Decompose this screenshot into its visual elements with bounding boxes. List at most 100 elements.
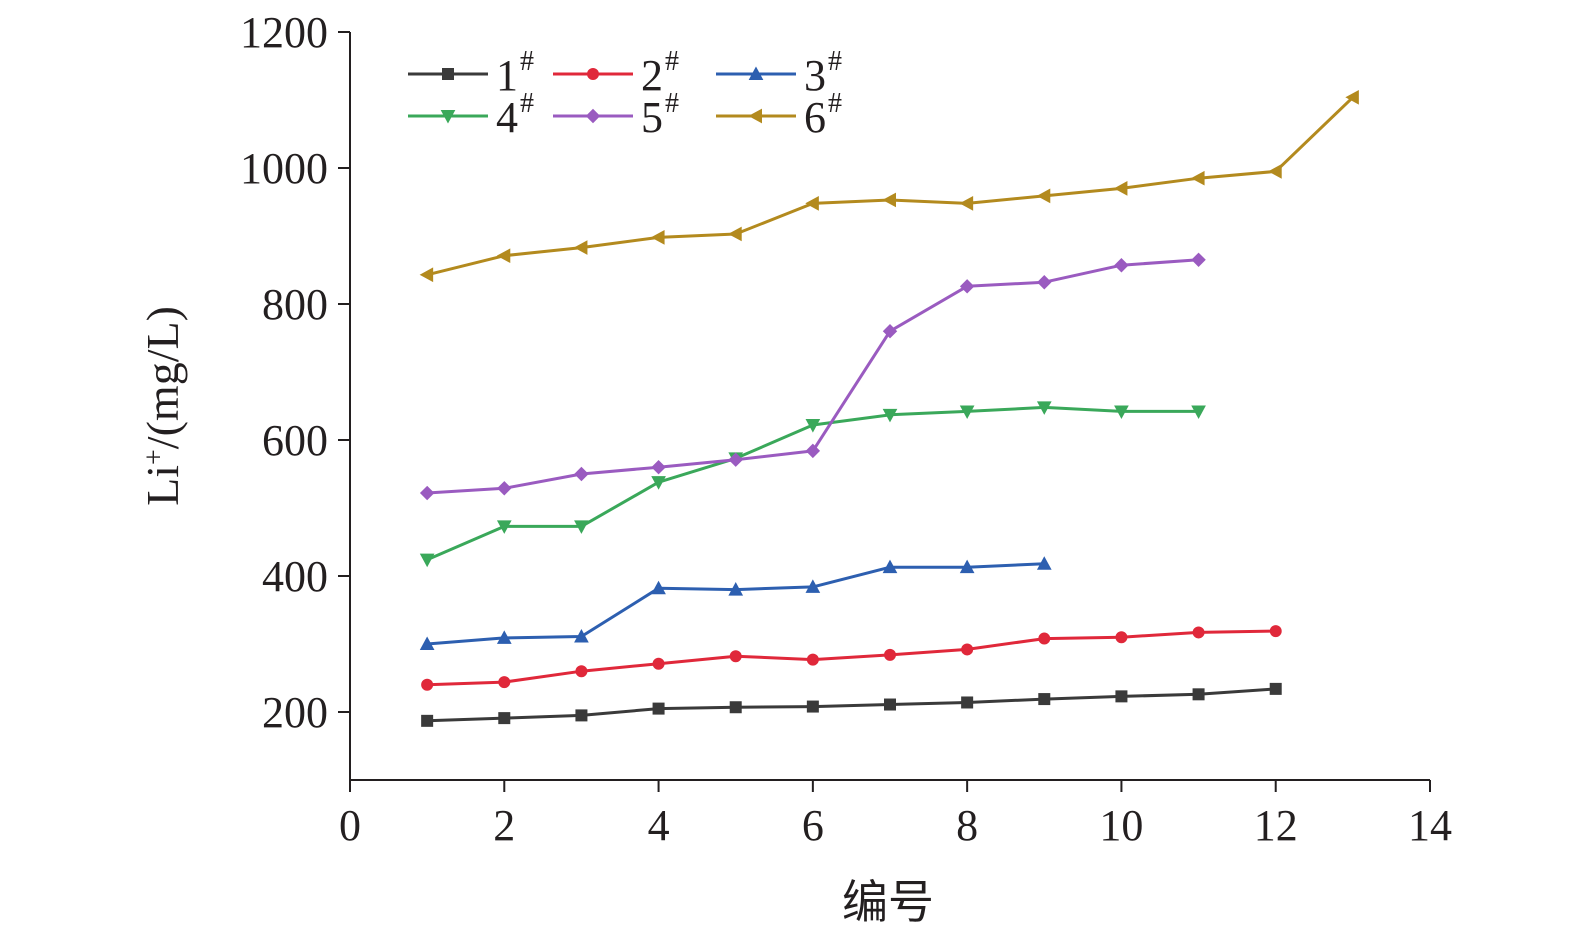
x-axis-title: 编号	[842, 877, 934, 928]
data-point	[419, 485, 435, 501]
data-point	[729, 701, 742, 714]
data-point	[961, 643, 974, 656]
data-point	[959, 405, 975, 419]
y-tick-label: 1200	[240, 8, 328, 57]
data-point	[1269, 625, 1282, 638]
data-point	[421, 678, 434, 691]
data-point	[1115, 631, 1128, 644]
legend-label-sup: #	[520, 88, 534, 119]
data-point	[652, 702, 665, 715]
data-point	[1038, 693, 1051, 706]
data-point	[1036, 401, 1052, 415]
legend-label: 5	[641, 93, 663, 142]
data-point	[805, 443, 821, 459]
data-point	[498, 712, 511, 725]
data-point	[1038, 632, 1051, 645]
data-point	[419, 553, 435, 568]
data-point	[806, 653, 819, 666]
data-point	[805, 419, 821, 433]
y-axis-title-rest: /(mg/L)	[137, 306, 188, 449]
data-point	[728, 582, 744, 596]
data-point	[651, 580, 666, 595]
series-line-2	[427, 629, 1276, 687]
data-point	[1113, 181, 1128, 196]
data-point	[573, 240, 588, 255]
series-5	[419, 252, 1206, 501]
y-tick-label: 800	[262, 280, 328, 329]
data-point	[574, 520, 589, 534]
data-point	[882, 192, 896, 208]
legend-item-1: 1 #	[408, 46, 534, 100]
y-tick-label: 400	[262, 552, 328, 601]
data-point	[1114, 405, 1129, 419]
data-point	[419, 267, 434, 283]
legend-label: 1	[496, 51, 518, 100]
data-point	[805, 579, 821, 593]
legend-item-4: 4 #	[408, 88, 534, 142]
data-point	[652, 657, 665, 670]
legend-label-sup: #	[828, 88, 842, 119]
x-tick-label: 6	[802, 801, 824, 850]
x-tick-label: 2	[493, 801, 515, 850]
legend-marker	[440, 110, 456, 124]
legend-item-2: 2 #	[553, 46, 679, 100]
data-point	[959, 559, 975, 574]
legend-marker	[748, 108, 762, 124]
series-line-6	[426, 96, 1354, 277]
legend-label: 3	[804, 51, 826, 100]
axes	[349, 32, 1430, 781]
legend-marker	[587, 68, 599, 80]
x-tick-label: 4	[648, 801, 670, 850]
data-point	[728, 452, 743, 467]
data-point	[574, 466, 589, 482]
y-tick-label: 600	[262, 416, 328, 465]
data-point	[882, 323, 898, 339]
series-2	[421, 625, 1282, 691]
x-tick-label: 10	[1099, 801, 1143, 850]
data-point	[1192, 688, 1205, 701]
x-tick-label: 0	[339, 801, 361, 850]
series-line-1	[427, 687, 1276, 723]
legend-label-sup: #	[828, 46, 842, 77]
y-tick-label: 1000	[240, 144, 328, 193]
data-point	[651, 230, 665, 245]
series-3	[419, 556, 1052, 650]
data-point	[882, 408, 898, 423]
data-point	[1269, 682, 1282, 695]
data-point	[575, 665, 588, 678]
data-point	[1191, 252, 1206, 268]
data-point	[884, 698, 896, 711]
y-ticks: 200 400 600 800 1000 1200	[240, 8, 350, 737]
data-point	[574, 628, 589, 643]
y-tick-label: 200	[262, 688, 328, 737]
series-line-3	[426, 562, 1045, 646]
data-point	[1115, 690, 1128, 703]
data-point	[1345, 89, 1359, 105]
data-point	[419, 636, 435, 650]
legend-label: 6	[804, 93, 826, 142]
legend-marker	[442, 68, 454, 80]
data-point	[882, 559, 898, 574]
legend-item-3: 3 #	[716, 46, 842, 100]
legend-marker	[748, 66, 764, 80]
data-point	[728, 226, 742, 242]
data-point	[961, 696, 974, 709]
data-point	[805, 196, 819, 211]
y-axis-title-sup: +	[139, 449, 170, 465]
legend-label-sup: #	[665, 46, 679, 77]
data-point	[421, 714, 434, 727]
data-point	[1036, 188, 1051, 204]
x-ticks: 0 2 4 6 8 10 12 14	[339, 780, 1452, 850]
data-point	[729, 650, 742, 663]
data-point	[1191, 405, 1206, 419]
data-point	[651, 476, 666, 490]
series-1	[421, 682, 1282, 727]
legend-label: 2	[641, 51, 663, 100]
legend-item-6: 6 #	[716, 88, 842, 142]
data-point	[1191, 170, 1205, 186]
y-axis-title-main: Li	[137, 465, 188, 506]
data-point	[1037, 275, 1052, 290]
legend-label-sup: #	[665, 88, 679, 119]
data-point	[1192, 626, 1205, 639]
